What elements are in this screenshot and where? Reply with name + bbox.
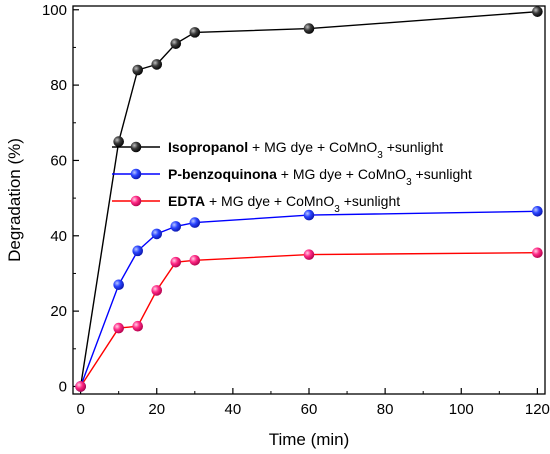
legend: Isopropanol + MG dye + CoMnO3 +sunlight P… (112, 139, 472, 215)
data-point-isopropanol (303, 23, 315, 34)
data-point-p-benzoquinona (113, 279, 124, 291)
y-tick-label: 0 (59, 378, 67, 395)
data-point-edta (189, 254, 201, 266)
series-line-edta (80, 252, 538, 387)
x-tick-label: 20 (148, 401, 165, 418)
legend-marker-p-benzoquinona (130, 168, 142, 180)
y-tick-label: 40 (50, 228, 67, 245)
y-tick-label: 100 (42, 2, 67, 19)
series-points (75, 6, 543, 392)
data-point-p-benzoquinona (189, 217, 201, 228)
data-point-edta (303, 249, 315, 260)
y-tick-label: 20 (50, 303, 67, 320)
y-axis-title: Degradation (%) (5, 138, 24, 262)
data-point-isopropanol (189, 27, 201, 38)
data-point-isopropanol (151, 59, 163, 70)
legend-label-edta: EDTA + MG dye + CoMnO3 +sunlight (168, 193, 400, 215)
data-point-p-benzoquinona (151, 228, 163, 240)
y-tick-label: 80 (50, 77, 67, 94)
data-point-edta (75, 381, 86, 392)
x-tick-label: 0 (76, 401, 84, 418)
data-point-edta (151, 285, 163, 296)
data-point-p-benzoquinona (132, 245, 144, 257)
legend-marker-edta (130, 195, 142, 207)
data-point-isopropanol (113, 136, 124, 147)
data-point-edta (113, 322, 124, 334)
legend-label-p-benzoquinona: P-benzoquinona + MG dye + CoMnO3 +sunlig… (168, 166, 472, 188)
data-point-edta (170, 256, 182, 268)
x-axis-ticks: 0 20 40 60 80 100 120 (76, 388, 550, 418)
data-point-isopropanol (132, 64, 144, 76)
x-tick-label: 100 (449, 401, 474, 418)
legend-marker-isopropanol (130, 141, 142, 153)
x-tick-label: 80 (377, 401, 394, 418)
data-point-edta (532, 247, 543, 259)
series-line-p-benzoquinona (79, 210, 538, 387)
x-tick-label: 40 (225, 401, 242, 418)
x-tick-label: 60 (301, 401, 318, 418)
data-point-isopropanol (532, 6, 543, 17)
x-tick-label: 120 (525, 401, 550, 418)
data-point-edta (132, 320, 144, 332)
y-axis-ticks: 0 20 40 60 80 100 (42, 2, 79, 395)
x-axis-title: Time (min) (269, 430, 350, 449)
y-tick-label: 60 (50, 152, 67, 169)
data-point-p-benzoquinona (532, 206, 543, 217)
data-point-p-benzoquinona (303, 209, 315, 221)
series-line-isopropanol (79, 11, 538, 387)
data-point-p-benzoquinona (170, 221, 182, 232)
data-point-isopropanol (170, 38, 182, 49)
legend-label-isopropanol: Isopropanol + MG dye + CoMnO3 +sunlight (168, 139, 443, 161)
